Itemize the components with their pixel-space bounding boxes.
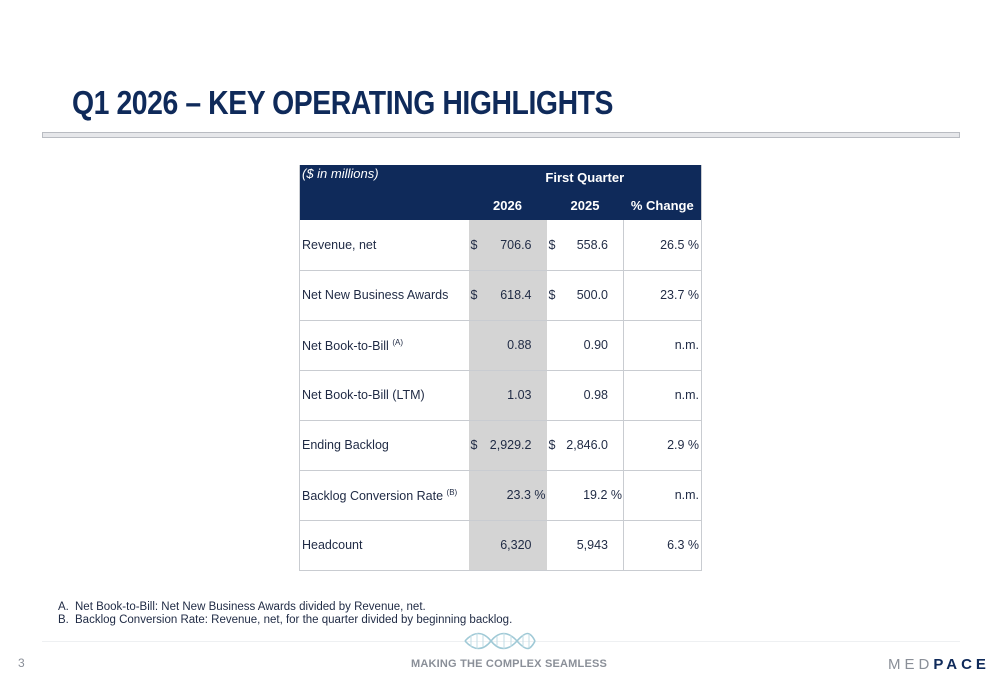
value-2026-cell: 1.03 xyxy=(468,370,547,421)
row-label: Net Book-to-Bill (LTM) xyxy=(302,388,425,402)
value-2026-cell: 0.88 xyxy=(468,320,547,371)
currency-symbol: $ xyxy=(548,288,556,302)
row-label: Revenue, net xyxy=(302,237,377,252)
row-label-cell: Net Book-to-Bill (A) xyxy=(299,320,469,371)
value-2025: 0.98 xyxy=(583,388,608,402)
footer-tagline: MAKING THE COMPLEX SEAMLESS xyxy=(411,658,608,670)
footnote-b: B. Backlog Conversion Rate: Revenue, net… xyxy=(58,614,512,627)
units-header: ($ in millions) xyxy=(299,165,469,220)
value-2026: 6,320 xyxy=(500,538,532,552)
value-2026: 0.88 xyxy=(507,338,532,352)
value-2025: 500.0 xyxy=(576,288,608,302)
column-header-change: % Change xyxy=(623,187,703,220)
table-row: Revenue, net $706.6 $558.6 26.5 % xyxy=(299,220,703,271)
percent-change: 23.7 % xyxy=(622,270,703,321)
row-label-cell: Headcount xyxy=(299,520,469,571)
value-2026-cell: $2,929.2 xyxy=(468,420,547,471)
currency-symbol: $ xyxy=(548,237,556,252)
title-divider xyxy=(42,132,960,138)
row-label: Headcount xyxy=(302,538,363,552)
percent-change: n.m. xyxy=(622,370,703,421)
table-row: Backlog Conversion Rate (B) 23.3 % 19.2 % n… xyxy=(299,470,703,521)
footnote-letter: B. xyxy=(58,614,69,626)
page-number: 3 xyxy=(18,656,25,670)
table-row: Net Book-to-Bill (A) 0.88 0.90 n.m. xyxy=(299,320,703,371)
percent-change: n.m. xyxy=(622,320,703,371)
percent-change: 6.3 % xyxy=(622,520,703,571)
table-body: Revenue, net $706.6 $558.6 26.5 % Net New Bu… xyxy=(299,220,703,571)
value-2025: 2,846.0 xyxy=(566,438,608,452)
value-2025-cell: 19.2 % xyxy=(546,470,624,521)
row-label-cell: Net Book-to-Bill (LTM) xyxy=(299,370,469,421)
value-2025: 19.2 % xyxy=(583,488,622,502)
table-row: Ending Backlog $2,929.2 $2,846.0 2.9 % xyxy=(299,420,703,471)
percent-change: 2.9 % xyxy=(622,420,703,471)
value-2026: 23.3 % xyxy=(506,488,546,502)
footer-divider xyxy=(42,641,960,642)
value-2025: 5,943 xyxy=(576,538,608,552)
row-label-cell: Revenue, net xyxy=(299,220,469,271)
logo-text-pace: PACE xyxy=(933,656,990,673)
column-header-2025: 2025 xyxy=(546,187,624,220)
value-2025-cell: 0.90 xyxy=(546,320,624,371)
row-label-cell: Backlog Conversion Rate (B) xyxy=(299,470,469,521)
percent-change: n.m. xyxy=(622,470,703,521)
currency-symbol: $ xyxy=(470,438,478,452)
table-row: Net Book-to-Bill (LTM) 1.03 0.98 n.m. xyxy=(299,370,703,421)
operating-highlights-table: ($ in millions) First Quarter 2026 2025 … xyxy=(299,165,703,571)
value-2026-cell: $706.6 xyxy=(468,220,547,271)
logo-text-med: MED xyxy=(888,656,934,673)
table-row: Headcount 6,320 5,943 6.3 % xyxy=(299,520,703,571)
footnote-a: A. Net Book-to-Bill: Net New Business Aw… xyxy=(58,601,512,614)
value-2025-cell: $558.6 xyxy=(546,220,624,271)
currency-symbol: $ xyxy=(470,237,478,252)
slide-title: Q1 2026 – KEY OPERATING HIGHLIGHTS xyxy=(72,84,614,121)
column-header-2026: 2026 xyxy=(468,187,547,220)
footnote-letter: A. xyxy=(58,601,69,613)
row-label: Net Book-to-Bill xyxy=(302,338,389,353)
medpace-logo: MEDPACE xyxy=(888,656,990,673)
row-label: Backlog Conversion Rate xyxy=(302,488,444,503)
value-2026: 706.6 xyxy=(500,237,532,252)
value-2026: 618.4 xyxy=(500,288,532,302)
footnotes: A. Net Book-to-Bill: Net New Business Aw… xyxy=(58,601,512,627)
footnote-text: Backlog Conversion Rate: Revenue, net, f… xyxy=(75,614,513,626)
value-2025-cell: $500.0 xyxy=(546,270,624,321)
value-2026: 2,929.2 xyxy=(489,438,532,452)
value-2025: 558.6 xyxy=(576,237,608,252)
footnote-reference: (A) xyxy=(392,337,403,347)
footnote-reference: (B) xyxy=(446,487,458,497)
footnote-text: Net Book-to-Bill: Net New Business Award… xyxy=(75,601,426,613)
currency-symbol: $ xyxy=(548,438,556,452)
row-label-cell: Ending Backlog xyxy=(299,420,469,471)
currency-symbol: $ xyxy=(470,288,478,302)
table-row: Net New Business Awards $618.4 $500.0 23.7 … xyxy=(299,270,703,321)
value-2026-cell: 6,320 xyxy=(468,520,547,571)
value-2025-cell: $2,846.0 xyxy=(546,420,624,471)
row-label: Ending Backlog xyxy=(302,438,389,452)
row-label: Net New Business Awards xyxy=(302,288,449,302)
first-quarter-header: First Quarter xyxy=(468,165,703,187)
percent-change: 26.5 % xyxy=(622,220,703,271)
dna-helix-icon xyxy=(464,632,536,650)
row-label-cell: Net New Business Awards xyxy=(299,270,469,321)
value-2025: 0.90 xyxy=(583,338,608,352)
value-2026-cell: $618.4 xyxy=(468,270,547,321)
value-2026: 1.03 xyxy=(507,388,532,402)
value-2025-cell: 0.98 xyxy=(546,370,624,421)
value-2026-cell: 23.3 % xyxy=(468,470,547,521)
value-2025-cell: 5,943 xyxy=(546,520,624,571)
